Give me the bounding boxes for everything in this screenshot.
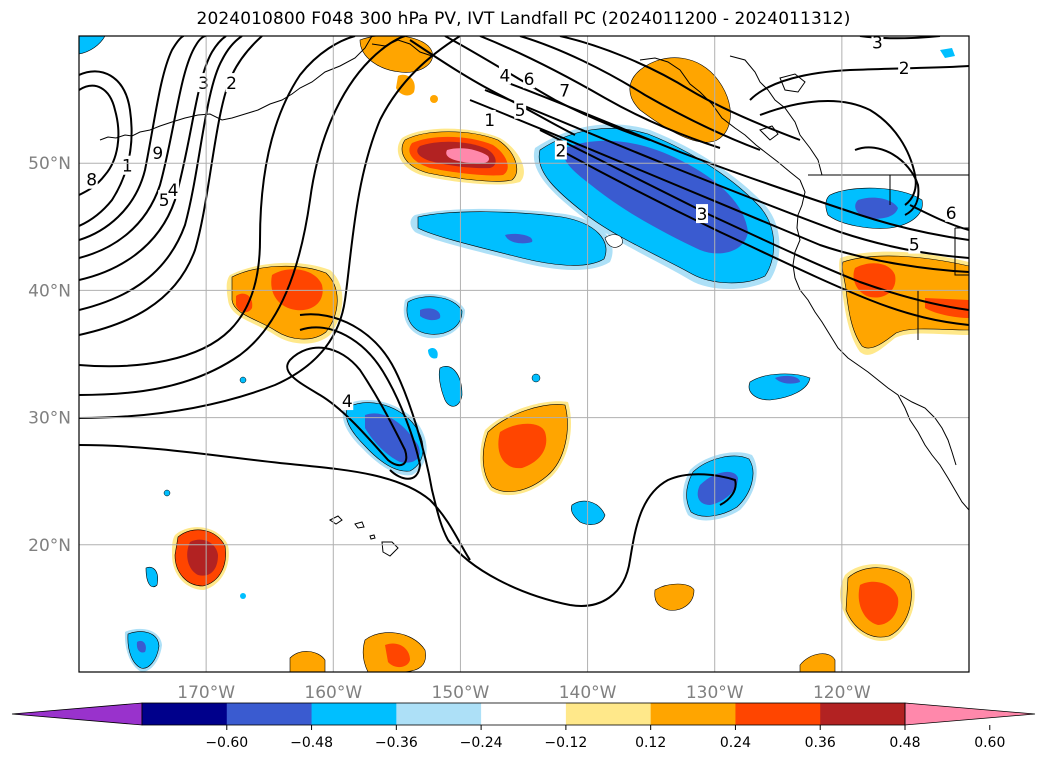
colorbar-bin-5 bbox=[481, 703, 567, 725]
colorbar-tick-label-2: −0.36 bbox=[375, 735, 418, 751]
y-tick-label-1: 40°N bbox=[28, 281, 71, 301]
colorbar-bin-4 bbox=[396, 703, 482, 725]
contour-label-bg-8 bbox=[523, 69, 536, 89]
x-tick-label-5: 120°W bbox=[813, 683, 871, 703]
colorbar-bin-9 bbox=[820, 703, 906, 725]
contour-label-9: 7 bbox=[559, 82, 570, 102]
x-tick-label-2: 150°W bbox=[432, 683, 490, 703]
colorbar-extend-high bbox=[904, 702, 1036, 726]
contour-label-1: 2 bbox=[226, 74, 237, 94]
x-tick-label-0: 170°W bbox=[177, 683, 235, 703]
positive-anomaly-fills bbox=[172, 36, 969, 672]
x-axis-labels: 170°W 160°W 150°W 140°W 130°W 120°W bbox=[177, 683, 871, 703]
contour-label-15: 2 bbox=[899, 59, 910, 79]
contour-label-8: 6 bbox=[524, 70, 535, 90]
contour-label-13: 3 bbox=[697, 205, 708, 225]
contour-label-bg-12 bbox=[554, 140, 567, 160]
contour-label-12: 2 bbox=[555, 141, 566, 161]
contour-label-17: 5 bbox=[909, 236, 920, 256]
colorbar-tick-label-4: −0.12 bbox=[544, 735, 587, 751]
contour-label-11: 5 bbox=[515, 101, 526, 121]
contour-label-7: 4 bbox=[500, 66, 511, 86]
chart-title: 2024010800 F048 300 hPa PV, IVT Landfall… bbox=[196, 9, 851, 29]
colorbar-bin-2 bbox=[226, 703, 313, 725]
pv-contours bbox=[79, 36, 969, 607]
y-tick-label-0: 50°N bbox=[28, 154, 71, 174]
contour-label-bg-10 bbox=[483, 109, 496, 129]
colorbar-bin-1 bbox=[142, 703, 228, 725]
contour-label-6: 4 bbox=[168, 181, 179, 201]
contour-label-bg-4 bbox=[85, 169, 98, 189]
colorbar-tick-label-7: 0.36 bbox=[805, 735, 836, 751]
contour-label-bg-13 bbox=[696, 204, 708, 224]
contour-label-0: 3 bbox=[198, 74, 209, 94]
coastlines bbox=[99, 36, 969, 557]
colorbar-tick-label-0: −0.60 bbox=[205, 735, 248, 751]
contour-label-bg-16 bbox=[945, 202, 958, 222]
contour-label-bg-17 bbox=[908, 234, 921, 254]
plot-background bbox=[79, 36, 969, 672]
contour-label-16: 6 bbox=[946, 204, 957, 224]
contour-label-bg-14 bbox=[871, 36, 884, 52]
colorbar-tick-label-6: 0.24 bbox=[720, 735, 751, 751]
colorbar-tick-label-5: 0.12 bbox=[635, 735, 666, 751]
contour-label-bg-7 bbox=[498, 65, 511, 85]
contour-label-bg-11 bbox=[514, 99, 527, 119]
colorbar: −0.60 −0.48 −0.36 −0.24 −0.12 0.12 0.24 0.36 0.4… bbox=[11, 702, 1036, 751]
contour-label-bg-6 bbox=[167, 179, 180, 199]
contour-label-bg-18 bbox=[341, 391, 354, 411]
colorbar-frame bbox=[141, 702, 906, 726]
contour-label-10: 1 bbox=[484, 111, 495, 131]
colorbar-extend-low bbox=[11, 702, 143, 726]
y-axis-labels: 50°N 40°N 30°N 20°N bbox=[28, 154, 71, 556]
gridlines bbox=[79, 36, 969, 672]
contour-label-bg-1 bbox=[225, 73, 238, 93]
colorbar-bin-3 bbox=[311, 703, 397, 725]
colorbar-bin-6 bbox=[565, 703, 652, 725]
colorbar-tick-label-3: −0.24 bbox=[460, 735, 503, 751]
contour-label-2: 9 bbox=[152, 144, 163, 164]
contour-label-14: 3 bbox=[872, 33, 883, 53]
contour-label-bg-3 bbox=[121, 155, 134, 175]
contour-label-3: 1 bbox=[122, 157, 133, 177]
colorbar-tick-label-9: 0.60 bbox=[974, 735, 1005, 751]
x-tick-label-3: 140°W bbox=[559, 683, 617, 703]
contour-label-18: 4 bbox=[342, 392, 353, 412]
contour-label-5: 5 bbox=[159, 191, 170, 211]
colorbar-tick-label-8: 0.48 bbox=[889, 735, 920, 751]
contour-label-bg-9 bbox=[558, 80, 571, 100]
x-tick-label-1: 160°W bbox=[304, 683, 362, 703]
colorbar-bin-8 bbox=[735, 703, 821, 725]
x-tick-label-4: 130°W bbox=[686, 683, 744, 703]
contour-label-bg-15 bbox=[898, 57, 911, 77]
colorbar-bin-7 bbox=[650, 703, 736, 725]
contour-label-bg-2 bbox=[151, 143, 164, 163]
plot-frame bbox=[78, 35, 970, 673]
colorbar-tick-label-1: −0.48 bbox=[290, 735, 333, 751]
contour-label-4: 8 bbox=[86, 171, 97, 191]
y-tick-label-3: 20°N bbox=[28, 536, 71, 556]
y-tick-label-2: 30°N bbox=[28, 409, 71, 429]
